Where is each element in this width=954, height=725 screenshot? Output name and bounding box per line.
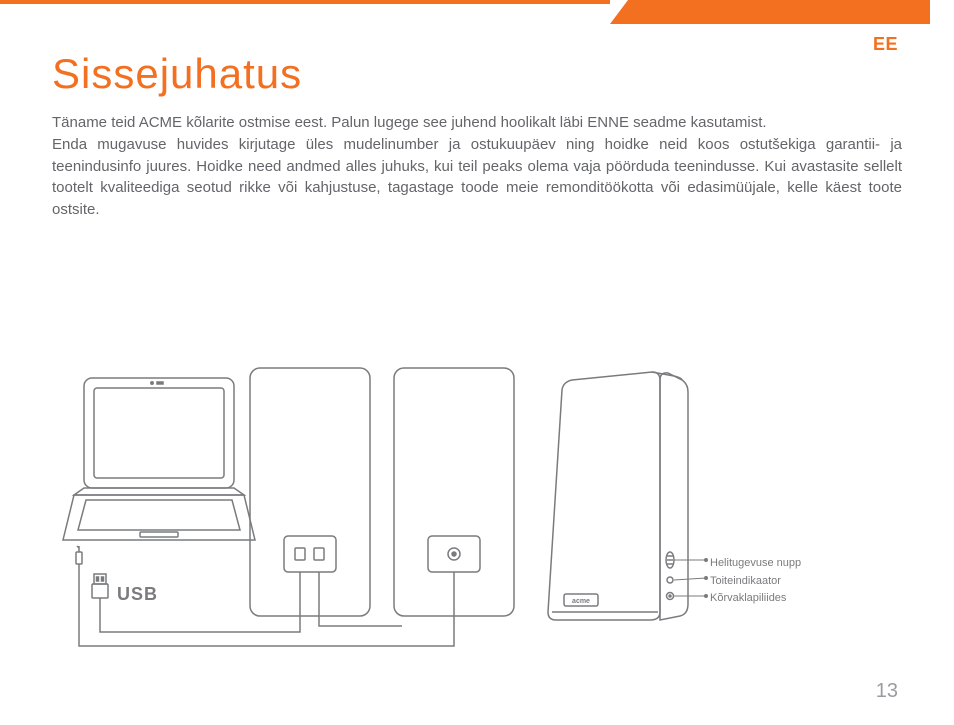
speaker-brand-label: acme: [572, 598, 590, 605]
page-title: Sissejuhatus: [52, 50, 902, 98]
content-area: Sissejuhatus Täname teid ACME kõlarite o…: [52, 50, 902, 221]
intro-paragraph-2: Enda mugavuse huvides kirjutage üles mud…: [52, 134, 902, 221]
callout-power: Toiteindikaator: [710, 573, 801, 591]
cables: [79, 564, 454, 646]
connection-diagram: acme: [52, 360, 902, 660]
callout-headphone: Kõrvaklapiliides: [710, 590, 801, 608]
callout-labels: Helitugevuse nupp Toiteindikaator Kõrvak…: [710, 555, 801, 608]
orange-thin-bar: [0, 0, 610, 4]
orange-tab: [610, 0, 930, 24]
usb-label: USB: [117, 584, 158, 605]
power-indicator-icon: [667, 577, 673, 583]
speaker-back-1-icon: [250, 368, 370, 616]
intro-paragraph-1: Täname teid ACME kõlarite ostmise eest. …: [52, 112, 902, 134]
callout-volume: Helitugevuse nupp: [710, 555, 801, 573]
audio-jack-icon: [76, 546, 82, 564]
diagram-svg: acme: [52, 360, 902, 660]
page-number: 13: [876, 680, 898, 703]
volume-knob-icon: [666, 552, 674, 568]
header-bar: [0, 0, 954, 24]
callout-lines: [674, 559, 708, 598]
usb-plug-icon: [92, 574, 108, 598]
speaker-front-icon: acme: [548, 372, 688, 620]
laptop-icon: [63, 378, 255, 540]
